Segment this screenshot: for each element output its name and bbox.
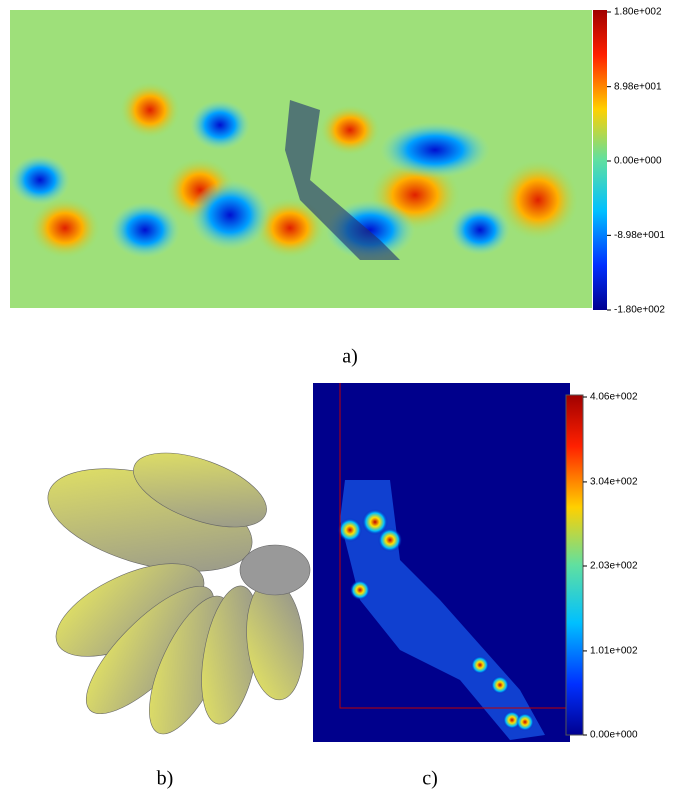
figure: 1.80e+002 8.98e+001 0.00e+000 -8.98e+001 -1.… xyxy=(0,0,681,797)
radiation-pattern xyxy=(37,438,310,745)
tick-label: -8.98e+001 xyxy=(614,230,665,241)
tick-label: -1.80e+002 xyxy=(614,305,665,316)
tick-label: 2.03e+002 xyxy=(590,561,638,572)
tick-label: 8.98e+001 xyxy=(614,81,662,92)
tick-label: 4.06e+002 xyxy=(590,392,638,403)
tick-label: 0.00e+000 xyxy=(614,156,662,167)
contour-plot xyxy=(10,10,592,308)
panel-label: c) xyxy=(422,768,438,790)
field-map xyxy=(313,383,570,742)
panel-label: b) xyxy=(157,768,174,790)
tick-label: 1.01e+002 xyxy=(590,646,638,657)
tick-label: 1.80e+002 xyxy=(614,7,662,18)
panel-label: a) xyxy=(342,346,358,368)
tick-label: 0.00e+000 xyxy=(590,730,638,741)
tick-label: 3.04e+002 xyxy=(590,477,638,488)
colorbar xyxy=(566,395,583,735)
colorbar xyxy=(593,10,607,310)
